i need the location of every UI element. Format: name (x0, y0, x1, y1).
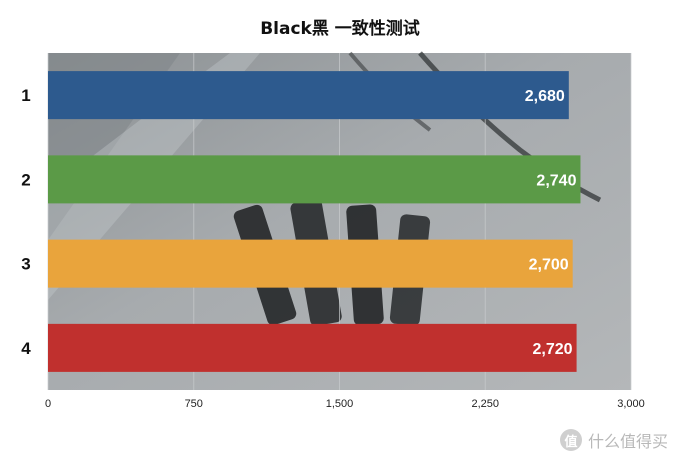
value-label-1: 2,680 (525, 88, 565, 105)
category-label-3: 3 (21, 255, 30, 274)
bar-1 (48, 71, 569, 120)
y-category-labels: 1 2 3 4 (21, 86, 31, 358)
bar-4 (48, 323, 577, 372)
value-label-3: 2,700 (529, 257, 569, 274)
category-label-4: 4 (21, 339, 31, 358)
chart-title: Black黑 一致性测试 (260, 19, 420, 39)
category-label-2: 2 (21, 170, 30, 189)
value-label-2: 2,740 (536, 172, 576, 189)
value-badge-icon: 值 (559, 429, 582, 451)
x-tick-label: 2,250 (471, 398, 499, 410)
x-tick-label: 0 (45, 398, 51, 410)
category-label-1: 1 (21, 86, 30, 105)
bar-2 (48, 155, 581, 204)
watermark-text: 什么值得买 (587, 432, 668, 451)
value-labels: 2,680 2,740 2,700 2,720 (525, 88, 577, 358)
bars (48, 71, 581, 372)
x-tick-label: 750 (185, 398, 203, 410)
watermark: 值 什么值得买 (559, 428, 668, 452)
x-tick-labels: 0 750 1,500 2,250 3,000 (45, 398, 645, 410)
x-tick-label: 1,500 (326, 398, 354, 410)
x-tick-label: 3,000 (617, 398, 645, 410)
bar-3 (48, 239, 573, 288)
value-label-4: 2,720 (533, 341, 573, 358)
